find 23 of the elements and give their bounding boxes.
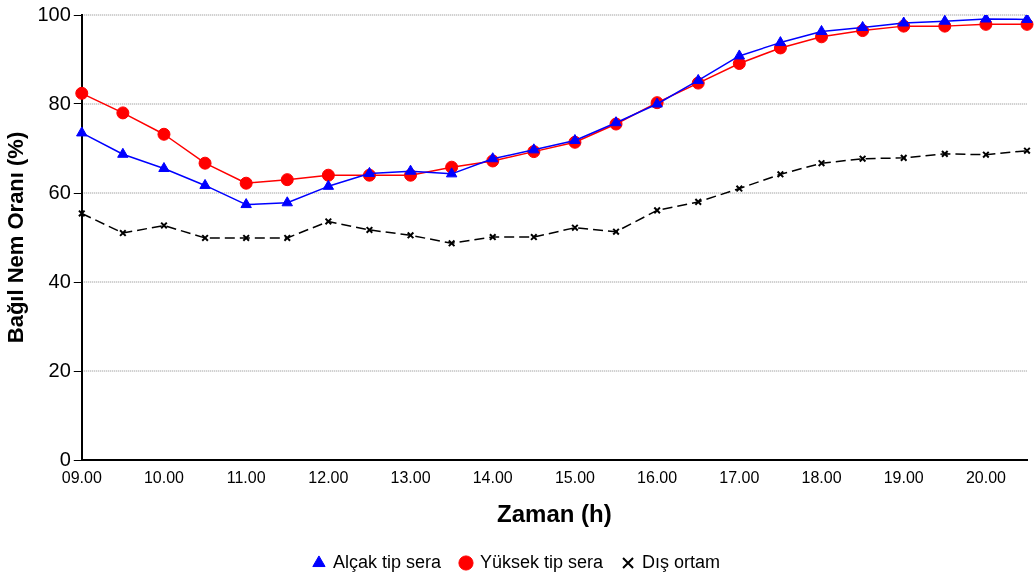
x-axis-title: Zaman (h) [497, 500, 612, 528]
legend-label: Dış ortam [642, 551, 721, 572]
legend-label: Yüksek tip sera [479, 551, 605, 572]
x-tick-label: 13.00 [390, 469, 431, 487]
x-tick-label: 18.00 [801, 469, 842, 487]
x-tick-label: 19.00 [883, 469, 924, 487]
x-tick-label: 15.00 [554, 469, 596, 487]
y-tick-label: 20 [48, 358, 71, 381]
x-tick-label: 10.00 [143, 469, 185, 487]
x-tick-label: 16.00 [637, 469, 678, 487]
y-tick-label: 0 [59, 447, 71, 470]
y-tick-label: 80 [48, 91, 71, 114]
y-axis-title: Bağıl Nem Oranı (%) [3, 131, 29, 344]
x-tick-label: 17.00 [719, 469, 760, 487]
y-tick-label: 60 [48, 180, 71, 203]
x-tick-label: 20.00 [965, 469, 1007, 487]
y-tick-label: 100 [37, 2, 71, 25]
x-tick-label: 11.00 [226, 469, 266, 487]
legend-label: Alçak tip sera [332, 551, 442, 572]
x-tick-label: 14.00 [472, 469, 513, 487]
x-tick-label: 09.00 [61, 469, 102, 487]
x-tick-label: 12.00 [308, 469, 349, 487]
y-tick-label: 40 [48, 269, 71, 292]
